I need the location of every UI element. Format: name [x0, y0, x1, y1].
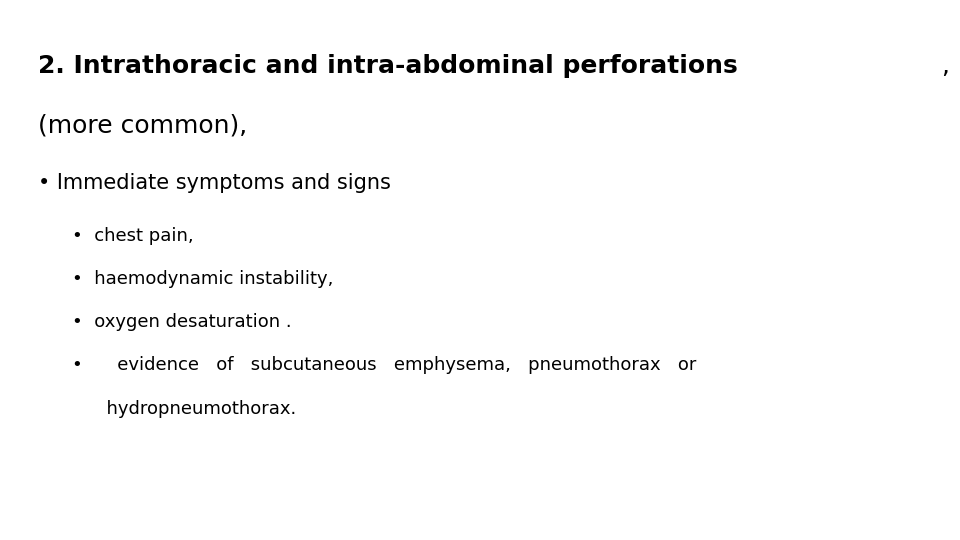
Text: 2. Intrathoracic and intra-abdominal perforations: 2. Intrathoracic and intra-abdominal per… [38, 54, 738, 78]
Text: •  chest pain,: • chest pain, [72, 227, 194, 245]
Text: ,: , [942, 54, 949, 78]
Text: hydropneumothorax.: hydropneumothorax. [72, 400, 297, 417]
Text: (more common),: (more common), [38, 113, 248, 137]
Text: • Immediate symptoms and signs: • Immediate symptoms and signs [38, 173, 392, 193]
Text: •      evidence   of   subcutaneous   emphysema,   pneumothorax   or: • evidence of subcutaneous emphysema, pn… [72, 356, 696, 374]
Text: •  oxygen desaturation .: • oxygen desaturation . [72, 313, 292, 331]
Text: •  haemodynamic instability,: • haemodynamic instability, [72, 270, 333, 288]
